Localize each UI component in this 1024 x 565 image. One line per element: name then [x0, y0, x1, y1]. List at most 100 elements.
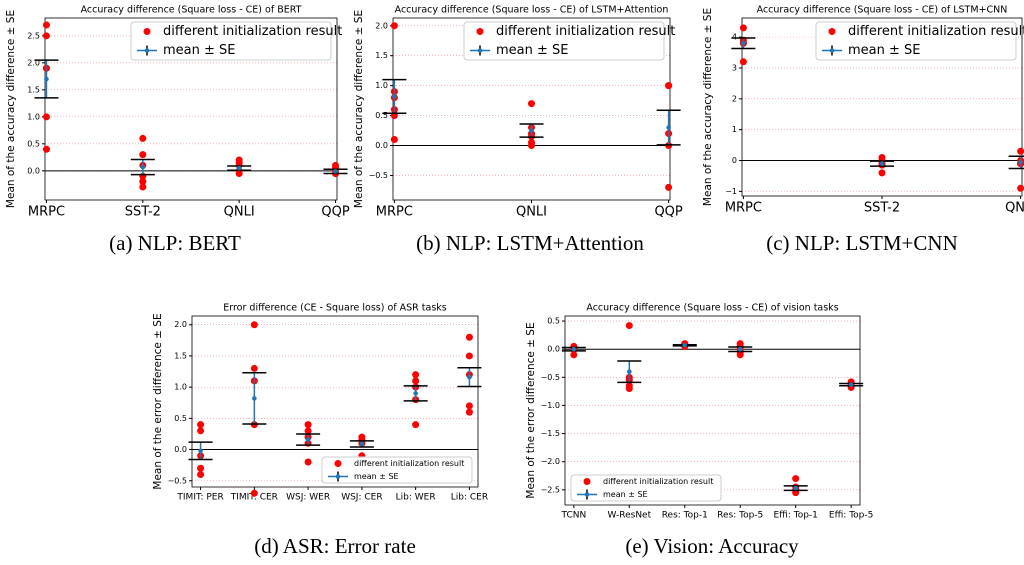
- point: [465, 333, 473, 341]
- legend-label: mean ± SE: [848, 43, 921, 58]
- y-tick-label: 1: [732, 125, 737, 134]
- chart-title: Accuracy difference (Square loss - CE) o…: [395, 5, 669, 16]
- mean-point: [198, 448, 203, 454]
- point: [739, 58, 747, 66]
- caption: (e) Vision: Accuracy: [625, 534, 799, 558]
- plot-frame: [44, 17, 338, 201]
- mean-point: [879, 161, 885, 166]
- chart-title: Accuracy difference (Square loss - CE) o…: [586, 303, 838, 314]
- legend-label: mean ± SE: [163, 43, 236, 58]
- y-tick-label: −1.5: [541, 429, 560, 438]
- y-tick-label: 0.5: [547, 317, 560, 326]
- mean-point: [305, 437, 311, 442]
- x-tick-label: Lib: CER: [451, 493, 488, 503]
- y-axis-label: Mean of the error difference ± SE: [525, 322, 537, 498]
- legend-marker: [476, 28, 484, 35]
- y-tick-label: 0.0: [27, 166, 40, 175]
- x-tick-label: Effi: Top-1: [773, 511, 817, 521]
- point: [665, 183, 673, 191]
- y-tick-label: 0.0: [375, 141, 388, 150]
- point: [570, 351, 578, 359]
- y-tick-label: 1.5: [27, 85, 40, 94]
- point: [625, 322, 633, 330]
- mean-point: [413, 391, 418, 396]
- legend-marker: [334, 460, 342, 467]
- point: [878, 169, 886, 177]
- point: [42, 145, 50, 153]
- point: [528, 100, 535, 108]
- mean-point: [793, 485, 798, 491]
- legend-label: different initialization result: [354, 459, 464, 468]
- y-tick-label: 2.0: [174, 320, 187, 329]
- legend-label: different initialization result: [163, 24, 342, 39]
- x-tick-label: QNLI: [1005, 201, 1024, 216]
- point: [465, 352, 473, 360]
- caption: (b) NLP: LSTM+Attention: [416, 231, 644, 255]
- y-tick-label: 0: [732, 156, 737, 165]
- legend-label: mean ± SE: [496, 43, 569, 58]
- x-tick-label: SST-2: [125, 205, 161, 220]
- point: [42, 32, 50, 40]
- x-tick-label: MRPC: [376, 205, 413, 220]
- y-axis-label: Mean of the error difference ± SE: [152, 313, 164, 489]
- x-tick-label: Res: Top-1: [662, 511, 708, 521]
- point: [390, 22, 398, 30]
- y-tick-label: 2.5: [27, 31, 40, 40]
- point: [197, 471, 205, 479]
- mean-point: [140, 164, 146, 170]
- point: [42, 21, 50, 29]
- x-tick-label: MRPC: [725, 201, 762, 216]
- point: [665, 82, 673, 90]
- y-tick-label: 0.0: [174, 445, 187, 454]
- x-tick-label: QNLI: [516, 205, 547, 220]
- y-tick-label: 1.0: [27, 112, 40, 121]
- x-tick-label: MRPC: [28, 205, 65, 220]
- x-tick-label: WSJ: WER: [286, 493, 330, 503]
- chart-title: Accuracy difference (Square loss - CE) o…: [757, 5, 1008, 16]
- caption: (c) NLP: LSTM+CNN: [766, 231, 958, 255]
- point: [139, 183, 147, 191]
- legend-box: [130, 21, 332, 61]
- point: [739, 24, 747, 32]
- y-tick-label: 1.5: [375, 51, 388, 60]
- y-tick-label: 2: [732, 94, 737, 103]
- y-tick-label: 0.5: [174, 414, 187, 423]
- chart-title: Accuracy difference (Square loss - CE) o…: [81, 5, 302, 16]
- y-tick-label: −0.5: [541, 373, 560, 382]
- mean-point: [467, 374, 472, 380]
- point: [465, 408, 473, 416]
- y-tick-label: 1.0: [174, 383, 187, 392]
- mean-point: [529, 128, 534, 133]
- point: [250, 321, 258, 329]
- mean-point: [252, 396, 257, 401]
- x-tick-label: W-ResNet: [607, 511, 651, 521]
- plot-frame: [564, 315, 861, 506]
- point: [139, 151, 147, 159]
- x-tick-label: Res: Top-5: [717, 511, 763, 521]
- y-axis-label: Mean of the accuracy difference ± SE: [702, 8, 714, 206]
- y-tick-label: −1.0: [541, 401, 560, 410]
- legend-box: [570, 474, 722, 502]
- legend-label: mean ± SE: [603, 490, 648, 499]
- legend-box: [463, 21, 665, 61]
- point: [1017, 184, 1024, 192]
- x-tick-label: SST-2: [864, 201, 900, 216]
- point: [197, 427, 205, 435]
- x-tick-label: Lib: WER: [396, 493, 436, 503]
- x-tick-label: Effi: Top-5: [829, 511, 873, 521]
- y-tick-label: 2.0: [27, 58, 40, 67]
- y-tick-label: 1.0: [375, 81, 388, 90]
- mean-point: [44, 76, 49, 82]
- chart-title: Error difference (CE - Square loss) of A…: [223, 303, 447, 314]
- mean-point: [1018, 160, 1023, 165]
- legend-label: different initialization result: [496, 24, 675, 39]
- x-tick-label: TIMIT: CER: [230, 493, 278, 503]
- mean-point: [236, 165, 242, 171]
- legend-box: [815, 21, 1017, 61]
- point: [197, 464, 205, 472]
- y-tick-label: 1.5: [174, 351, 187, 360]
- x-tick-label: QNLI: [224, 205, 255, 220]
- point: [42, 113, 50, 121]
- y-tick-label: 0.5: [375, 111, 388, 120]
- point: [1017, 147, 1024, 155]
